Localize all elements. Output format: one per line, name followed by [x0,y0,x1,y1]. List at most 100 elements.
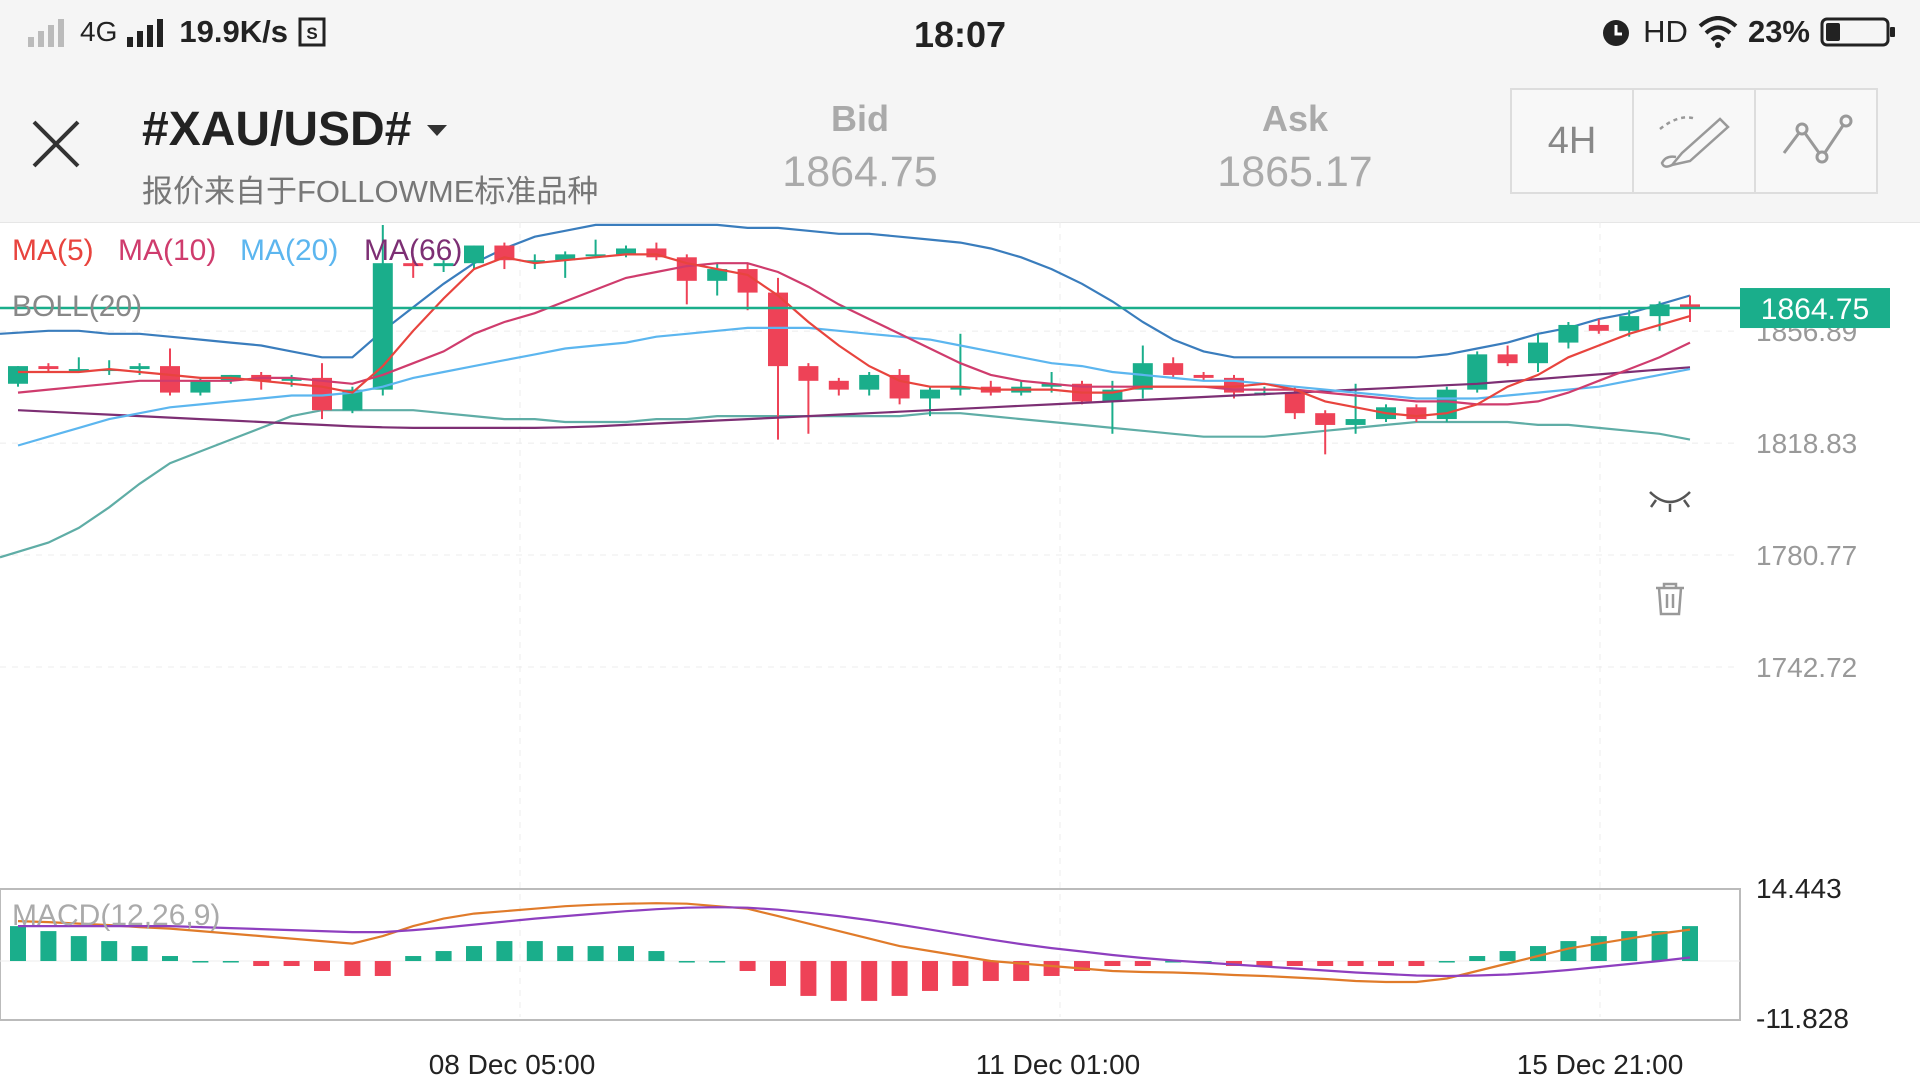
signal-weak-icon [28,19,64,47]
candle-body [1467,354,1488,390]
macd-bar [891,961,908,996]
timeframe-label: 4H [1547,119,1597,162]
macd-bar [1590,936,1607,962]
candle [68,357,89,372]
status-left: 4G 19.9K/s S [28,14,326,50]
boll-lower-line [0,409,1691,559]
macd-bar [1165,961,1182,963]
macd-min-tick: -11.828 [1756,1003,1849,1034]
candle [1558,322,1579,349]
macd-bar [162,956,178,962]
macd-bar [1499,951,1516,962]
candle-body [920,389,940,399]
ma66-line [17,366,1691,429]
candle-body [68,369,89,372]
status-bar: 4G 19.9K/s S 18:07 HD 23% [0,0,1920,72]
macd-bar [830,961,847,1001]
network-type: 4G [80,16,118,47]
candle [160,348,180,396]
timeframe-button[interactable]: 4H [1512,90,1634,192]
symbol-name: #XAU/USD# [142,103,412,156]
candle [889,369,910,405]
current-price-label: 1864.75 [1761,293,1869,326]
indicator-button[interactable] [1756,90,1876,192]
price-tick: 1780.77 [1756,540,1857,571]
candle-body [1528,342,1548,364]
macd-bar [618,946,634,962]
candle-body [646,248,667,258]
delete-drawing-button[interactable] [1656,582,1684,616]
macd-bar [131,946,148,962]
drawing-tool-button[interactable] [1634,90,1756,192]
candle [1497,345,1518,367]
current-price-badge [1740,288,1890,329]
symbol-selector[interactable]: #XAU/USD# [142,102,449,157]
macd-bar [1043,961,1060,976]
candle-body [464,245,484,264]
candle [1528,333,1548,372]
candle-body [524,260,545,263]
candle-body [433,263,454,267]
macd-panel: MACD(12,26,9) 14.443 -11.828 [0,873,1849,1034]
candle-body [1284,392,1305,414]
candle [524,254,545,270]
boll-upper-line [0,223,1691,359]
candle [737,263,758,311]
macd-bar [1074,961,1090,971]
macd-bar [1286,961,1303,967]
macd-bar [1013,961,1030,981]
trash-icon [1656,582,1684,616]
price-tick: 1742.72 [1756,652,1857,683]
macd-bar [496,941,513,962]
candle-body [160,366,180,393]
macd-bar [1438,961,1455,963]
candle-body [1193,374,1214,378]
macd-bar [40,931,57,962]
macd-bar [1347,961,1364,967]
indicator-label: BOLL(20) [12,290,142,323]
candle-body [798,366,819,381]
candle-body [950,386,971,390]
legend-entry: MA(10) [118,234,216,267]
price-tick: 1818.83 [1756,428,1857,459]
candle [1102,380,1123,434]
macd-bar [314,961,330,971]
macd-label: MACD(12,26,9) [12,899,220,932]
signal-strong-icon [127,19,164,47]
draw-brush-icon [1659,116,1730,168]
macd-bar [405,956,422,962]
candle-body [828,380,849,390]
bid-quote: Bid 1864.75 [780,98,940,197]
ma-legend: MA(5) MA(10) MA(20) MA(66) BOLL(20) [12,234,462,323]
indicator-line-icon [1782,114,1853,164]
macd-bar [1378,961,1394,967]
candle [403,257,424,278]
candle [1619,310,1640,337]
candle-body [342,389,363,411]
macd-bar [1256,961,1273,967]
alarm-icon [1603,20,1630,46]
macd-bar [861,961,878,1001]
candle-body [1649,304,1670,317]
wifi-icon [1698,16,1738,48]
candle [798,363,819,434]
ask-quote: Ask 1865.17 [1210,98,1380,197]
candle [433,260,454,272]
candle-body [1345,419,1366,425]
time-tick: 11 Dec 01:00 [976,1049,1141,1080]
candle-body [403,263,424,267]
hide-indicators-button[interactable] [1649,491,1691,512]
macd-dea-line [18,906,1691,978]
legend-entry: MA(20) [240,234,338,267]
eye-closed-icon [1649,491,1691,512]
candle [38,363,59,372]
candle-body [1315,413,1336,425]
candle [99,360,120,375]
symbol-header: #XAU/USD# 报价来自于FOLLOWME标准品种 Bid 1864.75 … [0,72,1920,223]
candle [342,386,363,414]
candle [585,239,606,258]
close-button[interactable] [24,112,88,176]
macd-bar [800,961,817,996]
